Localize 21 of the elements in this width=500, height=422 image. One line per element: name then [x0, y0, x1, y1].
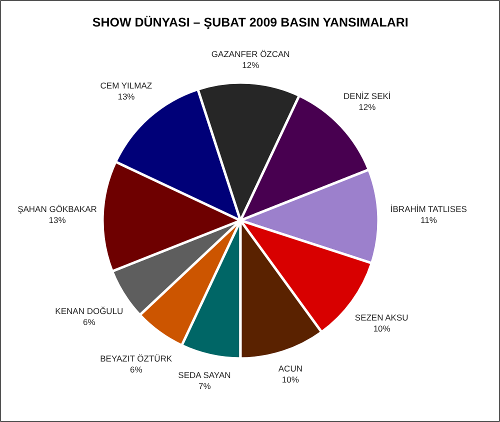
- slice-label: İBRAHİM TATLISES: [390, 204, 468, 214]
- slice-label: ŞAHAN GÖKBAKAR: [18, 204, 97, 214]
- slice-label: CEM YILMAZ: [100, 80, 152, 90]
- data-label: 10%: [282, 374, 300, 385]
- slice-label: DENİZ SEKİ: [344, 91, 391, 102]
- data-label: 13%: [118, 91, 136, 102]
- data-label: 6%: [83, 317, 96, 328]
- data-label: 10%: [373, 324, 391, 334]
- slice-label: SEDA SAYAN: [178, 370, 231, 380]
- data-label: 12%: [358, 102, 376, 112]
- data-label: 7%: [198, 381, 212, 392]
- slice-label: KENAN DOĞULU: [55, 306, 124, 316]
- data-label: 11%: [420, 215, 438, 226]
- slice-label: BEYAZIT ÖZTÜRK: [100, 354, 172, 364]
- chart-title: SHOW DÜNYASI – ŞUBAT 2009 BASIN YANSIMALARI: [92, 16, 408, 30]
- data-label: 6%: [130, 364, 143, 375]
- data-label: 12%: [242, 60, 260, 70]
- slice-label: GAZANFER ÖZCAN: [211, 49, 290, 60]
- slice-label: SEZEN AKSU: [354, 312, 408, 323]
- data-label: 13%: [48, 215, 66, 226]
- slice-label: ACUN: [278, 364, 302, 374]
